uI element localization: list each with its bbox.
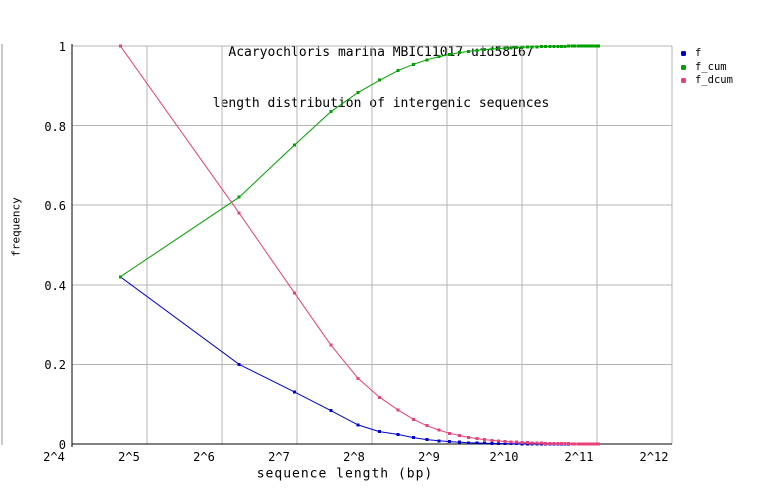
series-f_dcum-markers [118,44,600,446]
x-tick-label: 2^11 [564,450,594,464]
page-edge-line [1,44,3,445]
legend-label-f_cum: f_cum [695,60,727,73]
x-tick-label: 2^9 [418,450,440,464]
y-axis-title: frequency [9,197,23,257]
legend-marker-f_dcum [681,77,686,83]
x-tick-label: 2^7 [268,450,290,464]
x-tick-label: 2^8 [343,450,365,464]
gridlines [72,45,673,444]
legend-item-f_cum: f_cum [681,60,733,73]
series-f-markers [118,275,600,446]
legend: f f_cum f_dcum [681,47,733,87]
x-tick-label: 2^5 [118,450,140,464]
y-tick-label: 0 [58,438,66,452]
y-tick-label: 0.2 [44,358,66,373]
legend-marker-f [681,51,686,57]
x-tick-label: 2^10 [489,450,519,464]
legend-label-f_dcum: f_dcum [695,73,733,86]
data-series [118,44,600,446]
series-f_cum-markers [118,44,600,279]
x-tick-label: 2^12 [639,450,669,464]
y-tick-label: 1 [58,40,66,54]
legend-item-f: f [681,47,733,60]
series-f_dcum-line [119,45,599,445]
x-tick-label: 2^6 [193,450,215,464]
series-f_cum-line [120,45,599,278]
series-f-line [120,276,599,445]
legend-label-f: f [695,47,702,60]
legend-marker-f_cum [681,64,686,70]
x-axis-title: sequence length (bp) [256,466,434,482]
y-tick-label: 0.4 [44,278,66,293]
y-tick-label: 0.6 [44,199,66,214]
y-tick-label: 0.8 [44,119,66,134]
x-tick-label: 2^4 [43,450,65,464]
legend-item-f_dcum: f_dcum [681,74,733,87]
